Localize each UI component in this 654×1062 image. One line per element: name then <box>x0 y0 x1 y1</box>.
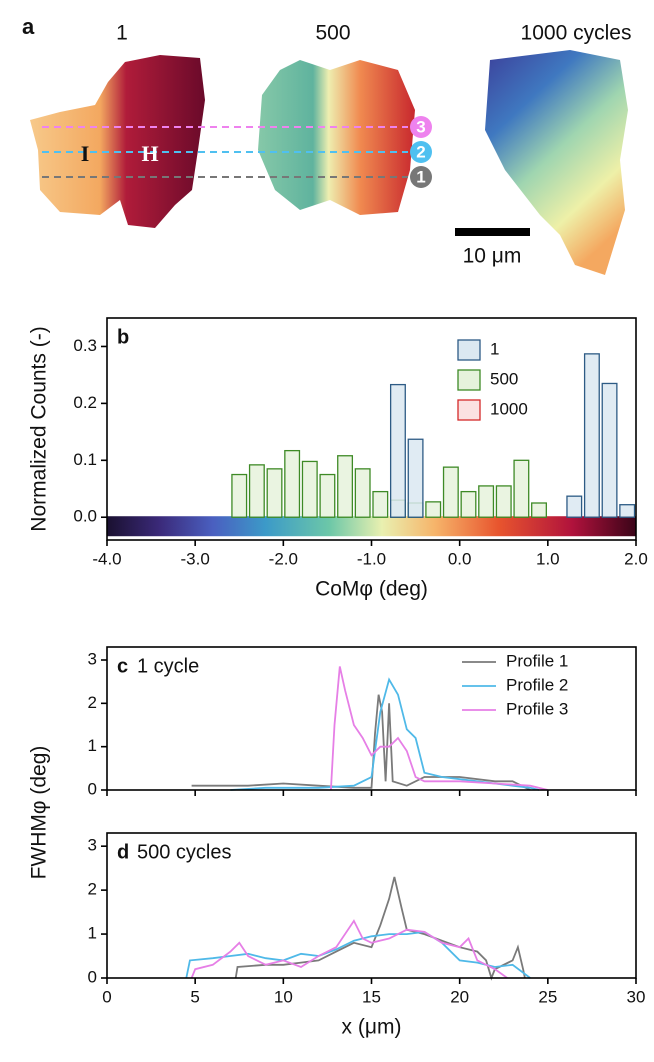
image-title: 500 <box>315 22 350 45</box>
x-tick-label: -4.0 <box>92 549 121 568</box>
marker-3 <box>410 116 432 138</box>
line <box>191 694 531 791</box>
bar <box>389 383 406 518</box>
y-axis-label: Normalized Counts (-) <box>28 326 51 531</box>
bar <box>583 353 600 518</box>
x-axis-label: CoMφ (deg) <box>315 578 428 601</box>
map-3 <box>485 50 628 275</box>
x-tick-label: 10 <box>274 987 293 1006</box>
region-label: I <box>81 141 90 166</box>
x-tick-label: 5 <box>190 987 199 1006</box>
region-label: H <box>141 141 158 166</box>
plot-frame <box>106 317 637 541</box>
bar <box>301 460 318 518</box>
bar <box>337 455 354 518</box>
image-panel: 3 2 1 I H a 1 500 1000 cycles 10 μm <box>22 14 631 275</box>
bar <box>425 501 442 518</box>
x-tick-label: -3.0 <box>181 549 210 568</box>
bar <box>460 490 477 518</box>
panel-title: 500 cycles <box>137 841 232 863</box>
map-1 <box>30 55 205 228</box>
bar <box>495 485 512 518</box>
bar <box>266 468 283 518</box>
legend-label: Profile 2 <box>506 675 568 694</box>
bar <box>284 449 301 518</box>
bar <box>319 473 336 518</box>
bar <box>619 504 636 518</box>
y-tick-label: 0.2 <box>73 393 97 412</box>
x-tick-label: -2.0 <box>269 549 298 568</box>
y-tick-label: 3 <box>88 649 97 668</box>
y-tick-label: 2 <box>88 693 97 712</box>
x-tick-label: 30 <box>627 987 646 1006</box>
y-tick-label: 0.0 <box>73 507 97 526</box>
y-tick-label: 3 <box>88 836 97 855</box>
plot-frame <box>106 646 637 791</box>
x-tick-label: 1.0 <box>536 549 560 568</box>
y-tick-label: 1 <box>88 736 97 755</box>
x-tick-label: 20 <box>450 987 469 1006</box>
legend-swatch <box>457 399 481 421</box>
plot-frame <box>106 832 637 979</box>
panel-label: a <box>22 14 35 39</box>
line <box>190 919 508 979</box>
x-tick-label: 0 <box>102 987 111 1006</box>
bar <box>478 485 495 518</box>
bar <box>566 495 583 518</box>
x-tick-label: 25 <box>538 987 557 1006</box>
y-tick-label: 0.1 <box>73 450 97 469</box>
y-tick-label: 2 <box>88 880 97 899</box>
marker-label: 1 <box>416 167 425 186</box>
legend-label: 1000 <box>490 399 528 418</box>
y-tick-label: 1 <box>88 924 97 943</box>
image-title: 1 <box>116 22 128 45</box>
bar <box>372 490 389 518</box>
legend-label: Profile 3 <box>506 699 568 718</box>
y-tick-label: 0 <box>88 967 97 986</box>
bar <box>231 473 248 518</box>
colorbar <box>107 516 636 537</box>
x-tick-label: 15 <box>362 987 381 1006</box>
panel-label: d <box>117 841 129 863</box>
x-tick-label: 2.0 <box>624 549 648 568</box>
legend-label: Profile 1 <box>506 651 568 670</box>
bar <box>513 459 530 518</box>
bar <box>248 464 265 518</box>
line <box>330 666 549 791</box>
panel-title: 1 cycle <box>137 655 199 677</box>
line <box>185 930 531 979</box>
panel-label: b <box>117 326 129 348</box>
marker-2 <box>410 141 432 163</box>
bar <box>531 502 547 518</box>
y-tick-label: 0 <box>88 779 97 798</box>
x-axis-label: x (μm) <box>342 1016 402 1039</box>
map-2 <box>258 60 415 215</box>
y-tick-label: 0.3 <box>73 336 97 355</box>
legend-swatch <box>457 339 481 361</box>
x-tick-label: -1.0 <box>357 549 386 568</box>
bar <box>354 468 371 518</box>
legend-label: 500 <box>490 369 518 388</box>
panel-label: c <box>117 655 128 677</box>
image-title: 1000 cycles <box>521 22 632 45</box>
scale-bar <box>455 228 530 236</box>
bar <box>601 382 618 518</box>
legend-swatch <box>457 369 481 391</box>
marker-1 <box>410 166 432 188</box>
y-axis-label: FWHMφ (deg) <box>28 746 51 880</box>
bar <box>442 466 459 518</box>
marker-label: 2 <box>416 142 425 161</box>
marker-label: 3 <box>416 117 425 136</box>
scale-bar-label: 10 μm <box>463 245 522 268</box>
legend-label: 1 <box>490 339 499 358</box>
bar <box>407 438 424 518</box>
x-tick-label: 0.0 <box>448 549 472 568</box>
